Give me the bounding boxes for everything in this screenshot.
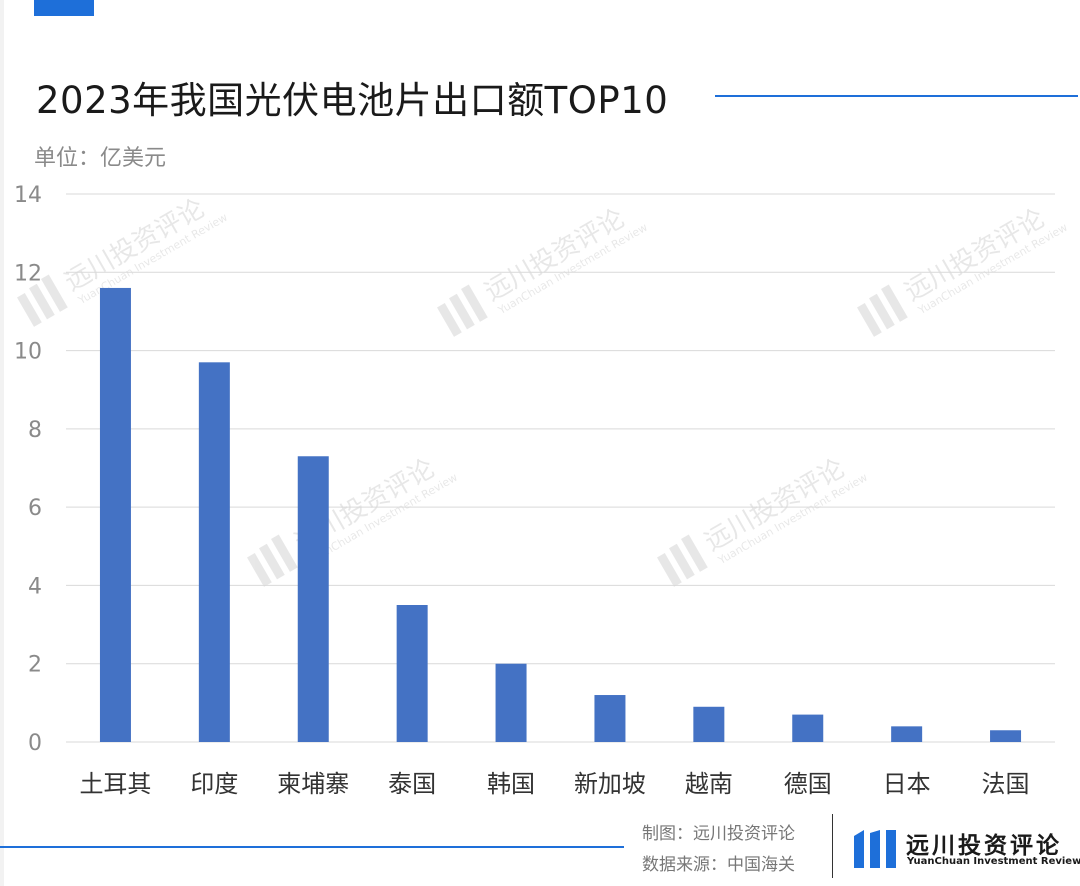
watermark-logo-bar [868, 293, 895, 330]
watermark-logo-bar [880, 284, 908, 322]
chart-title: 2023年我国光伏电池片出口额TOP10 [36, 79, 669, 122]
watermark-logo-bar [857, 302, 882, 337]
watermark-logo-bar [40, 274, 68, 312]
top-accent-block [34, 0, 94, 16]
y-tick-label: 6 [28, 496, 42, 521]
y-tick-label: 0 [28, 731, 42, 756]
y-tick-label: 8 [28, 418, 42, 443]
x-axis-labels: 土耳其 印度 柬埔寨 泰国 韩国 新加坡 越南 德国 日本 法国 [79, 770, 1029, 798]
bar [396, 605, 428, 742]
x-tick-label: 新加坡 [574, 770, 646, 798]
x-tick-label: 越南 [685, 770, 733, 798]
watermark-logo-bar [17, 292, 42, 327]
footer-divider [832, 814, 833, 878]
brand-name-cn: 远川投资评论 [906, 833, 1062, 859]
x-tick-label: 日本 [883, 770, 931, 798]
y-axis-ticks: 0 2 4 6 8 10 12 14 [14, 183, 42, 756]
brand-name-en: YuanChuan Investment Review [907, 856, 1080, 867]
bar [594, 695, 626, 742]
x-tick-label: 柬埔寨 [277, 770, 349, 798]
y-tick-label: 4 [28, 574, 42, 599]
bars [99, 287, 1022, 742]
bar [495, 663, 527, 742]
bar [792, 714, 824, 742]
bar [990, 730, 1022, 742]
brand-logo-icon [854, 830, 896, 868]
y-tick-label: 14 [14, 183, 42, 208]
x-tick-label: 韩国 [487, 770, 535, 798]
grid-lines [66, 193, 1055, 743]
watermark-logo-bar [668, 543, 695, 580]
watermark-logo-bar [437, 302, 462, 337]
watermark-logo-bar [460, 284, 488, 322]
y-tick-label: 2 [28, 653, 42, 678]
bar [99, 287, 131, 742]
title-accent-line [715, 95, 1078, 97]
watermark-logo-bar [247, 552, 272, 587]
x-tick-label: 德国 [784, 770, 832, 798]
bar [693, 706, 725, 742]
x-tick-label: 法国 [982, 770, 1030, 798]
watermark-logo-bar [448, 293, 475, 330]
bar [297, 456, 329, 742]
bar [891, 726, 923, 742]
x-tick-label: 泰国 [388, 770, 436, 798]
y-tick-label: 10 [14, 340, 42, 365]
watermark-logo-bar [270, 534, 298, 572]
watermark-logo-bar [28, 283, 55, 320]
bar [198, 362, 230, 742]
unit-label: 单位：亿美元 [34, 146, 167, 171]
credit-text: 制图：远川投资评论 [642, 824, 795, 844]
footer-accent-line [0, 846, 624, 848]
watermark-logo-bar [657, 552, 682, 587]
watermark-logo-bar [258, 543, 285, 580]
watermark-logo-bar [680, 534, 708, 572]
y-tick-label: 12 [14, 261, 42, 286]
source-text: 数据来源：中国海关 [642, 855, 795, 875]
x-tick-label: 印度 [190, 770, 238, 798]
x-tick-label: 土耳其 [79, 770, 151, 798]
